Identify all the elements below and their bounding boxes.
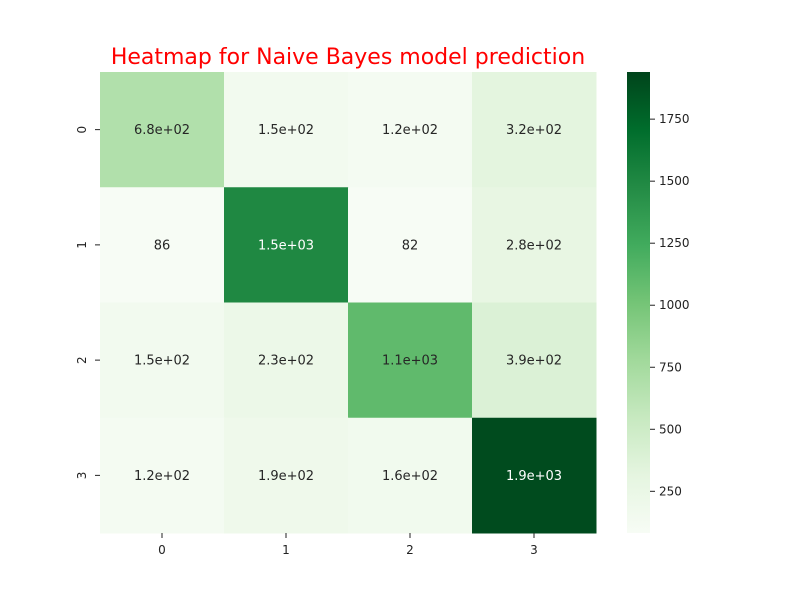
- cell-annotation: 1.2e+02: [134, 469, 190, 484]
- cell-annotation: 3.9e+02: [506, 354, 562, 369]
- heatmap-cell: [472, 187, 597, 303]
- heatmap-cells: 6.8e+02 1.5e+02 1.2e+02 3.2e+02 86 1.5e+03 82 2…: [100, 72, 597, 534]
- y-tick-label: 2: [75, 356, 89, 364]
- heatmap-cell: [472, 417, 597, 534]
- cell-annotation: 2.8e+02: [506, 238, 562, 253]
- heatmap-cell: [348, 417, 473, 534]
- colorbar-tick-label: 250: [659, 484, 682, 498]
- heatmap-cell: [348, 302, 473, 419]
- heatmap-cell: [472, 72, 597, 188]
- x-tick-label: 1: [282, 543, 290, 557]
- x-tick-label: 2: [406, 543, 414, 557]
- x-tick-label: 3: [530, 543, 538, 557]
- cell-annotation: 1.6e+02: [382, 469, 438, 484]
- colorbar-gradient: [627, 72, 650, 533]
- heatmap-cell: [472, 302, 597, 419]
- cell-annotation: 6.8e+02: [134, 123, 190, 138]
- heatmap-cell: [224, 187, 349, 303]
- colorbar-tick-label: 1500: [659, 174, 690, 188]
- cell-annotation: 82: [402, 238, 419, 253]
- y-tick-label: 3: [75, 472, 89, 480]
- y-axis: 0 1 2 3: [75, 126, 100, 479]
- heatmap-cell: [100, 302, 225, 419]
- x-tick-label: 0: [158, 543, 166, 557]
- heatmap-cell: [100, 187, 225, 303]
- colorbar-tick-label: 1250: [659, 236, 690, 250]
- heatmap-cell: [100, 417, 225, 534]
- heatmap-cell: [224, 417, 349, 534]
- colorbar-tick-label: 1750: [659, 112, 690, 126]
- colorbar-tick-label: 500: [659, 422, 682, 436]
- y-tick-label: 0: [75, 126, 89, 134]
- heatmap-cell: [348, 72, 473, 188]
- y-tick-label: 1: [75, 241, 89, 249]
- chart-title: Heatmap for Naive Bayes model prediction: [111, 45, 585, 70]
- cell-annotation: 1.9e+03: [506, 469, 562, 484]
- cell-annotation: 1.5e+02: [258, 123, 314, 138]
- cell-annotation: 3.2e+02: [506, 123, 562, 138]
- cell-annotation: 1.1e+03: [382, 354, 438, 369]
- cell-annotation: 1.5e+03: [258, 238, 314, 253]
- colorbar-tick-label: 750: [659, 360, 682, 374]
- heatmap-cell: [348, 187, 473, 303]
- heatmap-cell: [100, 72, 225, 188]
- cell-annotation: 86: [154, 238, 171, 253]
- cell-annotation: 1.9e+02: [258, 469, 314, 484]
- heatmap-cell: [224, 302, 349, 419]
- heatmap-cell: [224, 72, 349, 188]
- colorbar-tick-label: 1000: [659, 298, 690, 312]
- colorbar: 250 500 750 1000 1250 1500 1750: [627, 72, 690, 533]
- cell-annotation: 1.5e+02: [134, 354, 190, 369]
- cell-annotation: 2.3e+02: [258, 354, 314, 369]
- cell-annotation: 1.2e+02: [382, 123, 438, 138]
- x-axis: 0 1 2 3: [158, 533, 538, 557]
